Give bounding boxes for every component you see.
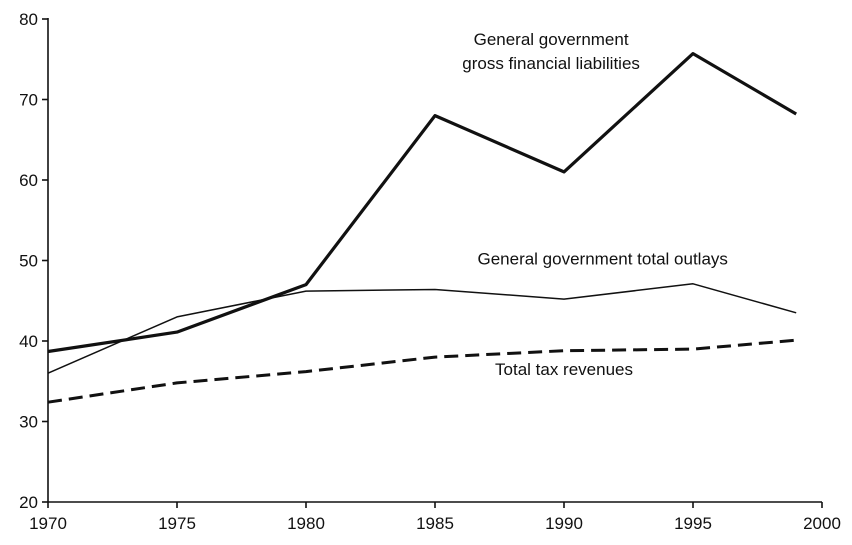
x-tick-label: 1990 bbox=[545, 514, 583, 533]
x-tick-label: 2000 bbox=[803, 514, 841, 533]
x-tick-label: 1970 bbox=[29, 514, 67, 533]
y-tick-label: 70 bbox=[19, 91, 38, 110]
annotation-label: gross financial liabilities bbox=[462, 54, 640, 73]
x-tick-label: 1975 bbox=[158, 514, 196, 533]
y-tick-label: 80 bbox=[19, 10, 38, 29]
annotation-label: General government bbox=[474, 30, 629, 49]
x-tick-label: 1980 bbox=[287, 514, 325, 533]
y-tick-label: 30 bbox=[19, 413, 38, 432]
x-tick-label: 1995 bbox=[674, 514, 712, 533]
series-group bbox=[47, 51, 798, 404]
series-line-2 bbox=[47, 283, 797, 374]
series-line-1 bbox=[47, 51, 798, 354]
y-tick-label: 40 bbox=[19, 332, 38, 351]
ticks: 20 30 40 50 60 70 80 1970 1975 1980 1985 1990 1995 20… bbox=[19, 10, 841, 533]
annotation-label: General government total outlays bbox=[477, 250, 727, 269]
y-tick-label: 20 bbox=[19, 493, 38, 512]
annotation-label: Total tax revenues bbox=[495, 360, 633, 379]
y-tick-label: 50 bbox=[19, 252, 38, 271]
annotations: General government gross financial liabil… bbox=[462, 30, 728, 379]
x-tick-label: 1985 bbox=[416, 514, 454, 533]
series-line-3 bbox=[47, 338, 797, 404]
y-tick-label: 60 bbox=[19, 171, 38, 190]
